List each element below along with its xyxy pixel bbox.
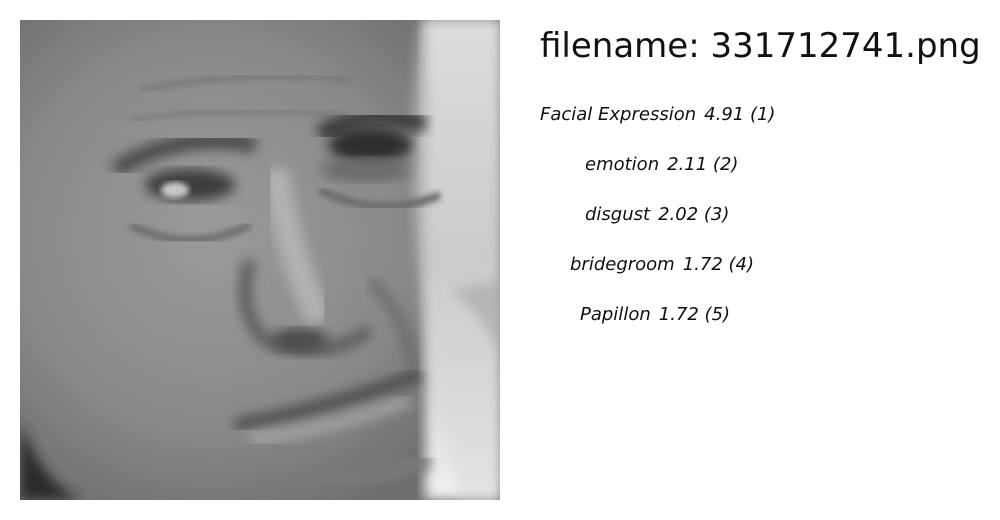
prediction-rank: (1): [749, 104, 776, 125]
prediction-item: Facial Expression 4.91 (1): [540, 103, 775, 127]
prediction-label: Papillon: [580, 304, 651, 325]
prediction-item: emotion 2.11 (2): [585, 153, 738, 177]
prediction-label: emotion: [585, 154, 660, 175]
prediction-label: Facial Expression: [540, 104, 697, 125]
prediction-label: bridegroom: [570, 254, 675, 275]
prediction-rank: (5): [704, 304, 731, 325]
filename-title: filename: 331712741.png: [540, 24, 981, 68]
prediction-score: 2.11: [667, 154, 708, 175]
prediction-score: 4.91: [704, 104, 745, 125]
prediction-label: disgust: [585, 204, 651, 225]
prediction-score: 1.72: [682, 254, 723, 275]
prediction-rank: (2): [712, 154, 739, 175]
filename-prefix: filename:: [540, 26, 711, 66]
prediction-item: disgust 2.02 (3): [585, 203, 729, 227]
prediction-item: Papillon 1.72 (5): [580, 303, 730, 327]
prediction-score: 1.72: [658, 304, 699, 325]
prediction-rank: (3): [703, 204, 730, 225]
prediction-rank: (4): [728, 254, 755, 275]
prediction-score: 2.02: [658, 204, 699, 225]
filename-value: 331712741.png: [710, 26, 981, 66]
face-photo-icon: [20, 20, 500, 500]
prediction-item: bridegroom 1.72 (4): [570, 253, 754, 277]
face-photo: [20, 20, 500, 500]
